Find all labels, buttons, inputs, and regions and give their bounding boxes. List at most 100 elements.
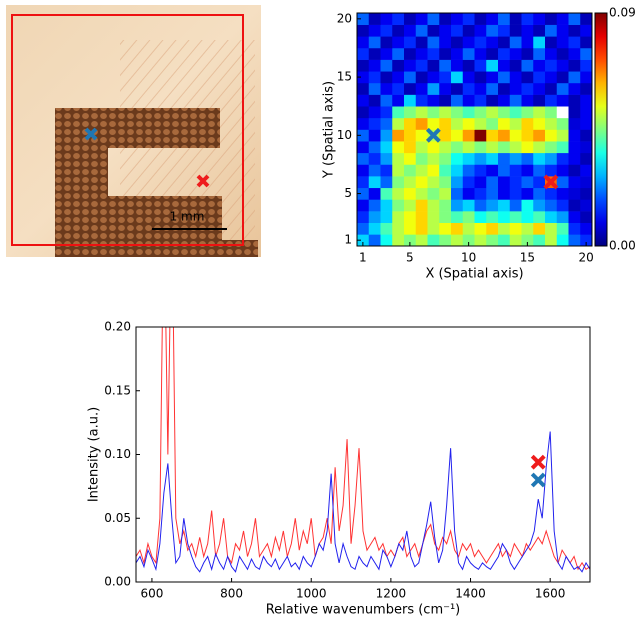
heat-cell <box>474 152 487 165</box>
heat-cell <box>404 117 417 130</box>
heat-cell <box>380 164 393 177</box>
y-tick-label: 0.00 <box>104 575 131 589</box>
colorbar-tick-label: 0.09 <box>609 6 635 20</box>
y-tick-label: 0.20 <box>104 320 131 334</box>
heat-cell <box>392 36 405 49</box>
heat-cell <box>556 222 569 235</box>
heat-cell <box>462 164 475 177</box>
heat-cell <box>392 199 405 212</box>
heat-cell <box>451 152 464 165</box>
heat-cell <box>498 117 511 130</box>
heat-cell <box>521 211 534 223</box>
heat-cell <box>404 176 417 189</box>
heat-cell <box>521 129 534 142</box>
heat-cell <box>462 47 475 60</box>
heat-cell <box>427 222 440 235</box>
heat-cell <box>380 152 393 165</box>
heat-cell <box>380 13 393 25</box>
heat-cell <box>380 222 393 235</box>
heat-cell <box>474 164 487 177</box>
heat-cell <box>521 152 534 165</box>
heat-cell <box>486 117 499 130</box>
heat-cell <box>556 117 569 130</box>
heat-cell <box>451 106 464 119</box>
heat-cell <box>357 13 370 25</box>
heat-cell <box>521 199 534 212</box>
heat-cell <box>380 24 393 37</box>
heat-cell <box>568 94 581 107</box>
heat-cell <box>404 129 417 142</box>
x-tick-label: 1600 <box>535 587 566 601</box>
heat-cell <box>462 211 475 223</box>
heat-cell <box>521 176 534 189</box>
heat-cell <box>451 199 464 212</box>
heat-cell <box>545 117 558 130</box>
heat-cell <box>509 187 522 200</box>
heat-cell <box>415 199 428 212</box>
heat-cell <box>415 117 428 130</box>
heat-cell <box>580 24 593 37</box>
heat-cell <box>509 13 522 25</box>
heat-cell <box>392 141 405 154</box>
heat-cell <box>533 24 546 37</box>
heat-cell <box>533 199 546 212</box>
heat-cell <box>451 59 464 72</box>
heat-cell <box>392 164 405 177</box>
heat-cell <box>357 82 370 95</box>
heat-cell <box>462 176 475 189</box>
heat-cell <box>380 199 393 212</box>
heat-cell <box>486 164 499 177</box>
heat-cell <box>568 234 581 247</box>
heat-cell <box>509 59 522 72</box>
heat-cell <box>486 176 499 189</box>
heat-cell <box>415 222 428 235</box>
heat-cell <box>568 164 581 177</box>
heat-cell <box>462 117 475 130</box>
heat-cell <box>451 24 464 37</box>
heat-cell <box>392 47 405 60</box>
heat-cell <box>486 129 499 142</box>
heat-cell <box>357 71 370 84</box>
x-tick-label: 1 <box>359 251 367 265</box>
heat-cell <box>357 187 370 200</box>
heat-cell <box>415 59 428 72</box>
heat-cell <box>521 222 534 235</box>
heat-cell <box>580 199 593 212</box>
heat-cell <box>462 13 475 25</box>
heat-cell <box>474 47 487 60</box>
heat-cell <box>357 94 370 107</box>
heat-cell <box>368 13 381 25</box>
heat-cell <box>474 117 487 130</box>
heat-cell <box>415 71 428 84</box>
heat-cell <box>498 199 511 212</box>
heat-cell <box>580 94 593 107</box>
heat-cell <box>368 59 381 72</box>
heat-cell <box>439 222 452 235</box>
heat-cell <box>486 152 499 165</box>
heat-cell <box>580 187 593 200</box>
heat-cell <box>415 82 428 95</box>
heat-cell <box>521 106 534 119</box>
heat-cell <box>404 199 417 212</box>
heat-cell <box>415 47 428 60</box>
heat-cell <box>533 152 546 165</box>
y-tick-label: 20 <box>337 11 352 25</box>
heat-cell <box>580 152 593 165</box>
heat-cell <box>545 152 558 165</box>
heat-cell <box>357 129 370 142</box>
marker <box>425 127 441 143</box>
heat-cell <box>545 13 558 25</box>
heat-cell <box>380 94 393 107</box>
heat-cell <box>404 141 417 154</box>
heat-cell <box>427 59 440 72</box>
heat-cell <box>486 199 499 212</box>
photo-marker <box>196 174 210 188</box>
heat-cell <box>368 106 381 119</box>
heat-cell <box>451 187 464 200</box>
heat-cell <box>580 141 593 154</box>
photo: 1 mm <box>6 5 261 257</box>
heat-cell <box>533 47 546 60</box>
heat-cell <box>498 71 511 84</box>
heat-cell <box>368 234 381 247</box>
heat-cell <box>474 71 487 84</box>
